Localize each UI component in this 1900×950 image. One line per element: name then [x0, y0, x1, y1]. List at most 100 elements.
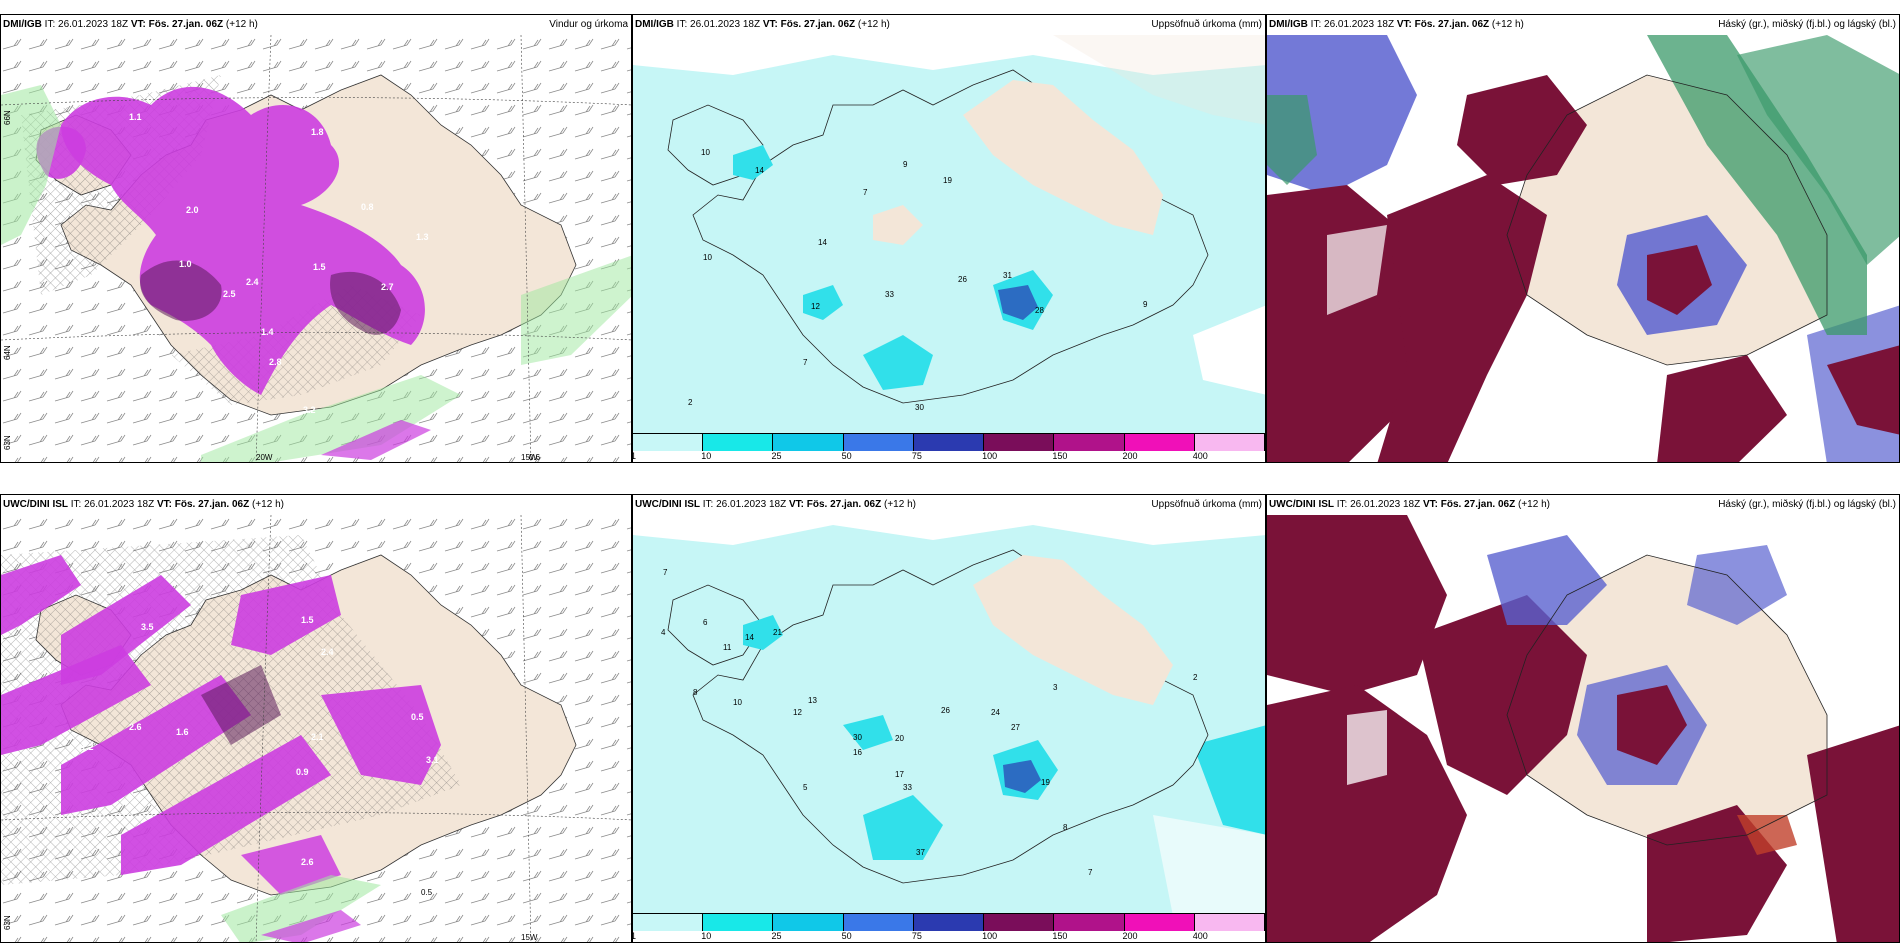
- map-wind-precip: 1.1 2.0 2.4 2.5 2.7 2.8 1.8 1.5 1.4 1.0 …: [1, 35, 631, 462]
- precip-value: 8: [1063, 823, 1068, 832]
- colorbar-swatch: [913, 434, 985, 451]
- colorbar-label: 10: [701, 451, 712, 461]
- map-panel-wind-precip-uwc: UWC/DINI ISL IT: 26.01.2023 18Z VT: Fös.…: [0, 494, 632, 943]
- valid-time: VT: Fös. 27.jan. 06Z: [762, 19, 856, 30]
- wind-value: 2.8: [269, 357, 282, 367]
- valid-time: VT: Fös. 27.jan. 06Z: [1396, 19, 1490, 30]
- precip-value: 6: [703, 618, 708, 627]
- init-time: IT: 26.01.2023 18Z: [676, 19, 761, 30]
- map-accum-precip: 7 4 6 11 14 21 8 10 12 13 16 30 20 26 24…: [633, 515, 1265, 914]
- map-panel-clouds-uwc: UWC/DINI ISL IT: 26.01.2023 18Z VT: Fös.…: [1266, 494, 1900, 943]
- colorbar-swatches: [633, 914, 1265, 931]
- wind-value: 2.4: [246, 277, 259, 287]
- precip-value: 13: [808, 696, 817, 705]
- model-name: UWC/DINI ISL: [635, 499, 700, 510]
- colorbar-label: 25: [771, 451, 782, 461]
- precip-value: 2: [688, 398, 693, 407]
- colorbar-swatch: [703, 914, 774, 931]
- wind-value: 3.5: [141, 622, 154, 632]
- map-accum-precip: 10 14 7 9 19 14 10 12 33 26 31 2 7 30 28…: [633, 35, 1265, 434]
- valid-time: VT: Fös. 27.jan. 06Z: [1422, 499, 1516, 510]
- colorbar-swatch: [633, 434, 704, 451]
- panel-title: Háský (gr.), miðský (fj.bl.) og lágský (…: [1718, 19, 1896, 30]
- colorbar-label: 400: [1192, 451, 1208, 461]
- precip-value: 20: [895, 734, 904, 743]
- map-area: 1.1 2.0 2.4 2.5 2.7 2.8 1.8 1.5 1.4 1.0 …: [1, 35, 631, 462]
- map-area: 10 14 7 9 19 14 10 12 33 26 31 2 7 30 28…: [633, 35, 1265, 434]
- panel-title: Uppsöfnuð úrkoma (mm): [1151, 499, 1262, 510]
- colorbar-swatch: [1054, 914, 1125, 931]
- lat-label-66n: 66N: [3, 110, 12, 125]
- colorbar-swatch: [843, 914, 914, 931]
- wind-value: 0.5: [421, 888, 433, 897]
- precip-colorbar: 1 10 25 50 75 100 150 200 400: [633, 913, 1265, 942]
- wind-value: 1.5: [313, 262, 326, 272]
- lead-time: (+12 h): [252, 499, 284, 510]
- model-name: DMI/IGB: [3, 19, 42, 30]
- panel-title: Uppsöfnuð úrkoma (mm): [1151, 19, 1262, 30]
- map-area: [1267, 515, 1899, 942]
- precip-value: 19: [943, 176, 952, 185]
- wind-value: 2.5: [223, 289, 236, 299]
- wind-value: 1.1: [129, 112, 142, 122]
- wind-value: 1.2: [81, 742, 94, 752]
- lead-time: (+12 h): [884, 499, 916, 510]
- precip-colorbar: 1 10 25 50 75 100 150 200 400: [633, 433, 1265, 462]
- map-area: [1267, 35, 1899, 462]
- colorbar-label: 25: [771, 931, 782, 941]
- colorbar-swatch: [1124, 434, 1195, 451]
- colorbar-label: 100: [982, 451, 998, 461]
- map-panel-accum-precip-uwc: UWC/DINI ISL IT: 26.01.2023 18Z VT: Fös.…: [632, 494, 1266, 943]
- map-area: 7 4 6 11 14 21 8 10 12 13 16 30 20 26 24…: [633, 515, 1265, 914]
- lat-label-64n: 64N: [3, 345, 12, 360]
- precip-value: 10: [733, 698, 742, 707]
- precip-area: [61, 86, 425, 396]
- valid-time: VT: Fös. 27.jan. 06Z: [156, 499, 250, 510]
- lead-time: (+12 h): [1518, 499, 1550, 510]
- lead-time: (+12 h): [1491, 19, 1524, 30]
- precip-value: 9: [1143, 300, 1148, 309]
- precip-value: 8: [693, 688, 698, 697]
- wind-value: 3.1: [426, 755, 439, 765]
- wind-value: 1.0: [179, 259, 192, 269]
- wind-value: 1.8: [311, 127, 324, 137]
- precip-value: 19: [1041, 778, 1050, 787]
- panel-header: UWC/DINI ISL IT: 26.01.2023 18Z VT: Fös.…: [633, 495, 1265, 515]
- model-name: DMI/IGB: [1269, 19, 1308, 30]
- model-name: UWC/DINI ISL: [1269, 499, 1334, 510]
- colorbar-swatch: [1194, 434, 1265, 451]
- precip-value: 4: [661, 628, 666, 637]
- lon-label-15w: 15W: [521, 453, 538, 462]
- valid-time: VT: Fös. 27.jan. 06Z: [130, 19, 224, 30]
- wind-value: 0.9: [296, 767, 309, 777]
- panel-header: DMI/IGB IT: 26.01.2023 18Z VT: Fös. 27.j…: [1267, 15, 1899, 35]
- precip-value: 14: [755, 166, 764, 175]
- precip-value: 31: [1003, 271, 1012, 280]
- colorbar-swatch: [703, 434, 774, 451]
- colorbar-swatch: [913, 914, 985, 931]
- colorbar-label: 50: [841, 451, 852, 461]
- precip-value: 7: [663, 568, 668, 577]
- panel-title: Háský (gr.), miðský (fj.bl.) og lágský (…: [1718, 499, 1896, 510]
- precip-value: 26: [941, 706, 950, 715]
- colorbar-label: 150: [1052, 931, 1068, 941]
- wind-value: 2.0: [186, 205, 199, 215]
- precip-value: 7: [803, 358, 808, 367]
- init-time: IT: 26.01.2023 18Z: [44, 19, 129, 30]
- wind-value: 2.7: [381, 282, 394, 292]
- colorbar-label: 75: [911, 451, 922, 461]
- lat-label-63n: 63N: [3, 915, 12, 930]
- init-time: IT: 26.01.2023 18Z: [1336, 499, 1421, 510]
- colorbar-label: 200: [1122, 931, 1138, 941]
- lead-time: (+12 h): [225, 19, 258, 30]
- colorbar-label: 1: [633, 931, 636, 941]
- map-clouds: [1267, 35, 1899, 462]
- colorbar-label: 200: [1122, 451, 1138, 461]
- wind-value: 1.6: [176, 727, 189, 737]
- lead-time: (+12 h): [857, 19, 890, 30]
- precip-value: 26: [958, 275, 967, 284]
- colorbar-labels: 1 10 25 50 75 100 150 200 400: [633, 931, 1265, 942]
- wind-value: 1.5: [301, 615, 314, 625]
- precip-value: 10: [701, 148, 710, 157]
- colorbar-swatch: [1194, 914, 1265, 931]
